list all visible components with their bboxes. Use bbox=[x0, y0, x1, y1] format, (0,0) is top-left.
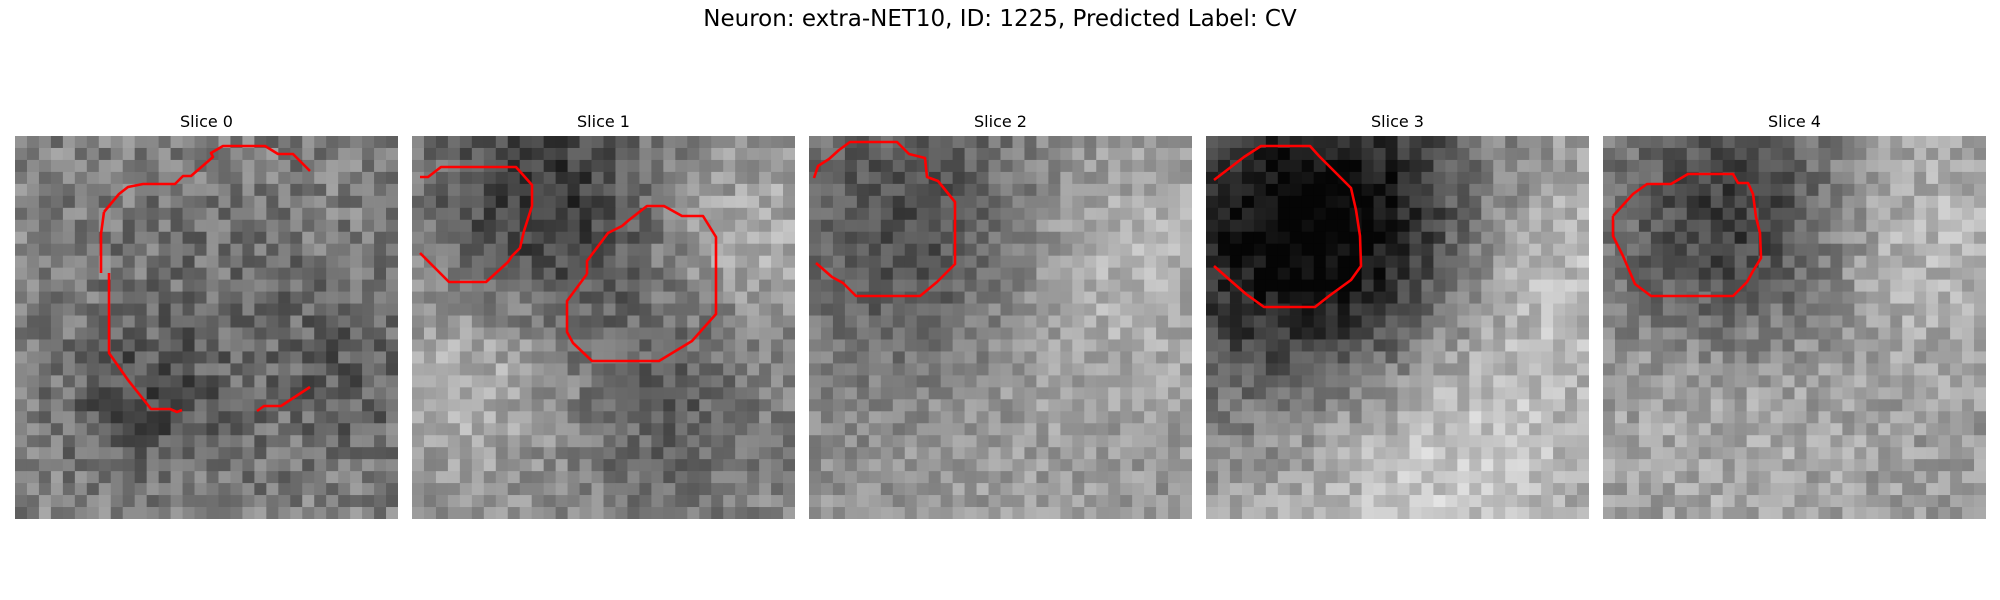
roi-contour-1 bbox=[103, 144, 311, 213]
slice-panel-0: Slice 0 bbox=[15, 112, 398, 519]
slice-image-3 bbox=[1206, 136, 1589, 519]
pixel-grid bbox=[15, 136, 398, 519]
slice-title-0: Slice 0 bbox=[180, 112, 233, 131]
roi-contour-0 bbox=[812, 140, 957, 298]
roi-contour-0 bbox=[1611, 172, 1763, 298]
roi-contour-3 bbox=[256, 385, 311, 413]
pixel-grid bbox=[1603, 136, 1986, 519]
slice-title-1: Slice 1 bbox=[577, 112, 630, 131]
slice-panel-2: Slice 2 bbox=[809, 112, 1192, 519]
slice-panel-1: Slice 1 bbox=[412, 112, 795, 519]
slice-image-0 bbox=[15, 136, 398, 519]
figure-title: Neuron: extra-NET10, ID: 1225, Predicted… bbox=[703, 6, 1297, 32]
slice-title-4: Slice 4 bbox=[1768, 112, 1821, 131]
slice-image-2 bbox=[809, 136, 1192, 519]
pixel-grid bbox=[809, 136, 1192, 519]
slice-title-2: Slice 2 bbox=[974, 112, 1027, 131]
pixel-grid bbox=[412, 136, 795, 519]
roi-contour-2 bbox=[99, 211, 106, 273]
slice-title-3: Slice 3 bbox=[1371, 112, 1424, 131]
roi-contour-1 bbox=[565, 204, 718, 363]
roi-contour-0 bbox=[1213, 144, 1363, 309]
slice-image-1 bbox=[412, 136, 795, 519]
slice-image-4 bbox=[1603, 136, 1986, 519]
slice-panel-3: Slice 3 bbox=[1206, 112, 1589, 519]
pixel-grid bbox=[1206, 136, 1589, 519]
roi-contour-0 bbox=[107, 273, 183, 414]
slice-panel-4: Slice 4 bbox=[1603, 112, 1986, 519]
roi-contour-0 bbox=[419, 165, 534, 284]
